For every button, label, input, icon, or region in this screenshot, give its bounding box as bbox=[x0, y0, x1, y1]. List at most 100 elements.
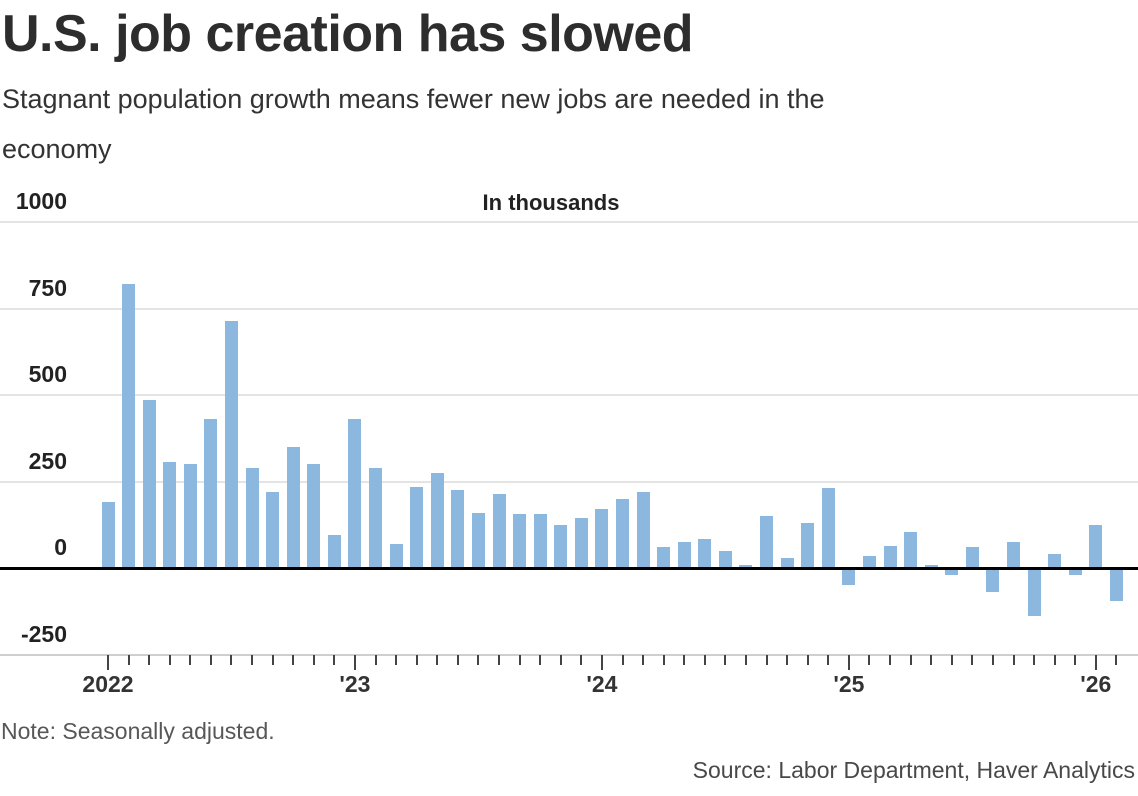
x-month-tick-2022-03 bbox=[148, 654, 151, 665]
bar-2025-07 bbox=[965, 547, 979, 568]
x-month-tick-2023-06 bbox=[456, 654, 459, 665]
x-month-tick-2024-09 bbox=[765, 654, 768, 665]
x-month-tick-2022-11 bbox=[312, 654, 315, 665]
x-month-tick-2025-09 bbox=[1012, 654, 1015, 665]
bar-2024-07 bbox=[718, 550, 732, 568]
subtitle-line-2: economy bbox=[2, 134, 112, 164]
x-month-tick-2025-03 bbox=[889, 654, 892, 665]
x-month-tick-2024-06 bbox=[703, 654, 706, 665]
bar-2022-04 bbox=[163, 462, 177, 568]
bar-2024-01 bbox=[595, 509, 609, 568]
y-axis-label-0: 0 bbox=[54, 534, 67, 560]
x-axis-year-label-26: '26 bbox=[1080, 670, 1112, 697]
bar-2024-09 bbox=[760, 516, 774, 568]
gridline-500 bbox=[0, 394, 1138, 396]
bar-2022-05 bbox=[183, 464, 197, 568]
x-month-tick-2025-02 bbox=[868, 654, 871, 665]
x-month-tick-2022-08 bbox=[251, 654, 254, 665]
x-month-tick-2024-05 bbox=[683, 654, 686, 665]
bar-2023-05 bbox=[430, 472, 444, 568]
bar-2024-11 bbox=[801, 523, 815, 568]
bar-2023-12 bbox=[574, 517, 588, 568]
bar-2024-05 bbox=[677, 542, 691, 568]
x-month-tick-2024-11 bbox=[806, 654, 809, 665]
x-month-tick-2024-03 bbox=[642, 654, 645, 665]
bar-2023-10 bbox=[533, 514, 547, 568]
x-month-tick-2023-08 bbox=[498, 654, 501, 665]
x-axis-year-label-2022: 2022 bbox=[82, 670, 134, 697]
bar-2025-03 bbox=[883, 545, 897, 568]
x-month-tick-2024-07 bbox=[724, 654, 727, 665]
bar-2023-09 bbox=[513, 514, 527, 568]
bar-2025-06 bbox=[945, 568, 959, 575]
x-year-tick-2022-01 bbox=[107, 654, 109, 670]
bar-2023-03 bbox=[389, 543, 403, 568]
bar-2026-02 bbox=[1109, 568, 1123, 601]
y-axis-label-750: 750 bbox=[28, 274, 67, 301]
bar-2025-09 bbox=[1007, 542, 1021, 568]
x-axis-year-label-25: '25 bbox=[833, 670, 865, 697]
x-month-tick-2024-04 bbox=[662, 654, 665, 665]
bar-2024-10 bbox=[780, 557, 794, 568]
bar-2022-09 bbox=[266, 491, 280, 568]
bar-2024-04 bbox=[657, 547, 671, 568]
x-month-tick-2023-04 bbox=[415, 654, 418, 665]
x-month-tick-2025-04 bbox=[909, 654, 912, 665]
x-month-tick-2023-02 bbox=[374, 654, 377, 665]
x-year-tick-2025-01 bbox=[847, 654, 850, 670]
x-month-tick-2023-05 bbox=[436, 654, 439, 665]
bar-2023-11 bbox=[554, 524, 568, 568]
bar-2022-11 bbox=[307, 464, 321, 568]
zero-axis-line bbox=[0, 566, 1138, 570]
x-month-tick-2023-07 bbox=[477, 654, 480, 665]
unit-label: In thousands bbox=[482, 190, 620, 215]
bar-2025-05 bbox=[924, 564, 938, 568]
x-month-tick-2024-08 bbox=[744, 654, 747, 665]
y-axis-label-500: 500 bbox=[28, 361, 67, 387]
bar-2024-03 bbox=[636, 491, 650, 568]
bar-2023-07 bbox=[471, 512, 485, 568]
x-month-tick-2023-03 bbox=[395, 654, 398, 665]
x-year-tick-2023-01 bbox=[353, 654, 356, 670]
x-month-tick-2025-12 bbox=[1074, 654, 1077, 665]
x-month-tick-2024-10 bbox=[786, 654, 789, 665]
source-line: Source: Labor Department, Haver Analytic… bbox=[692, 757, 1135, 783]
bar-2023-08 bbox=[492, 493, 506, 568]
gridline--250 bbox=[0, 653, 1138, 656]
bar-2024-02 bbox=[616, 498, 629, 568]
x-month-tick-2023-11 bbox=[559, 654, 562, 665]
x-month-tick-2025-07 bbox=[971, 654, 974, 665]
bar-2022-06 bbox=[204, 419, 218, 568]
x-month-tick-2022-02 bbox=[127, 654, 130, 665]
x-month-tick-2022-09 bbox=[271, 654, 274, 665]
x-month-tick-2022-04 bbox=[168, 654, 171, 665]
bar-2025-01 bbox=[842, 568, 856, 586]
x-axis-year-label-23: '23 bbox=[339, 670, 371, 697]
x-month-tick-2025-05 bbox=[930, 654, 933, 665]
bar-2024-06 bbox=[698, 538, 712, 568]
x-month-tick-2026-02 bbox=[1115, 654, 1118, 665]
x-month-tick-2022-12 bbox=[333, 654, 336, 665]
chart-title: U.S. job creation has slowed bbox=[2, 5, 694, 63]
bar-2022-03 bbox=[142, 400, 156, 568]
x-year-tick-2026-01 bbox=[1094, 654, 1097, 670]
bar-2022-10 bbox=[286, 446, 300, 568]
x-month-tick-2022-05 bbox=[189, 654, 192, 665]
bar-2023-04 bbox=[410, 486, 424, 568]
bar-2023-02 bbox=[369, 467, 383, 568]
bar-2024-08 bbox=[739, 564, 753, 568]
y-axis-label--250: -250 bbox=[20, 620, 67, 647]
bar-2025-10 bbox=[1027, 568, 1041, 617]
bar-2025-11 bbox=[1048, 554, 1062, 568]
x-month-tick-2022-06 bbox=[209, 654, 212, 665]
bar-2024-12 bbox=[821, 488, 835, 568]
bar-2022-02 bbox=[122, 284, 136, 568]
x-axis-year-label-24: '24 bbox=[586, 670, 618, 697]
x-month-tick-2023-10 bbox=[539, 654, 542, 665]
y-axis-label-250: 250 bbox=[28, 447, 67, 474]
bar-2026-01 bbox=[1089, 524, 1103, 568]
x-month-tick-2024-12 bbox=[827, 654, 830, 665]
bar-2023-01 bbox=[348, 419, 362, 568]
gridline-1000 bbox=[0, 221, 1138, 223]
